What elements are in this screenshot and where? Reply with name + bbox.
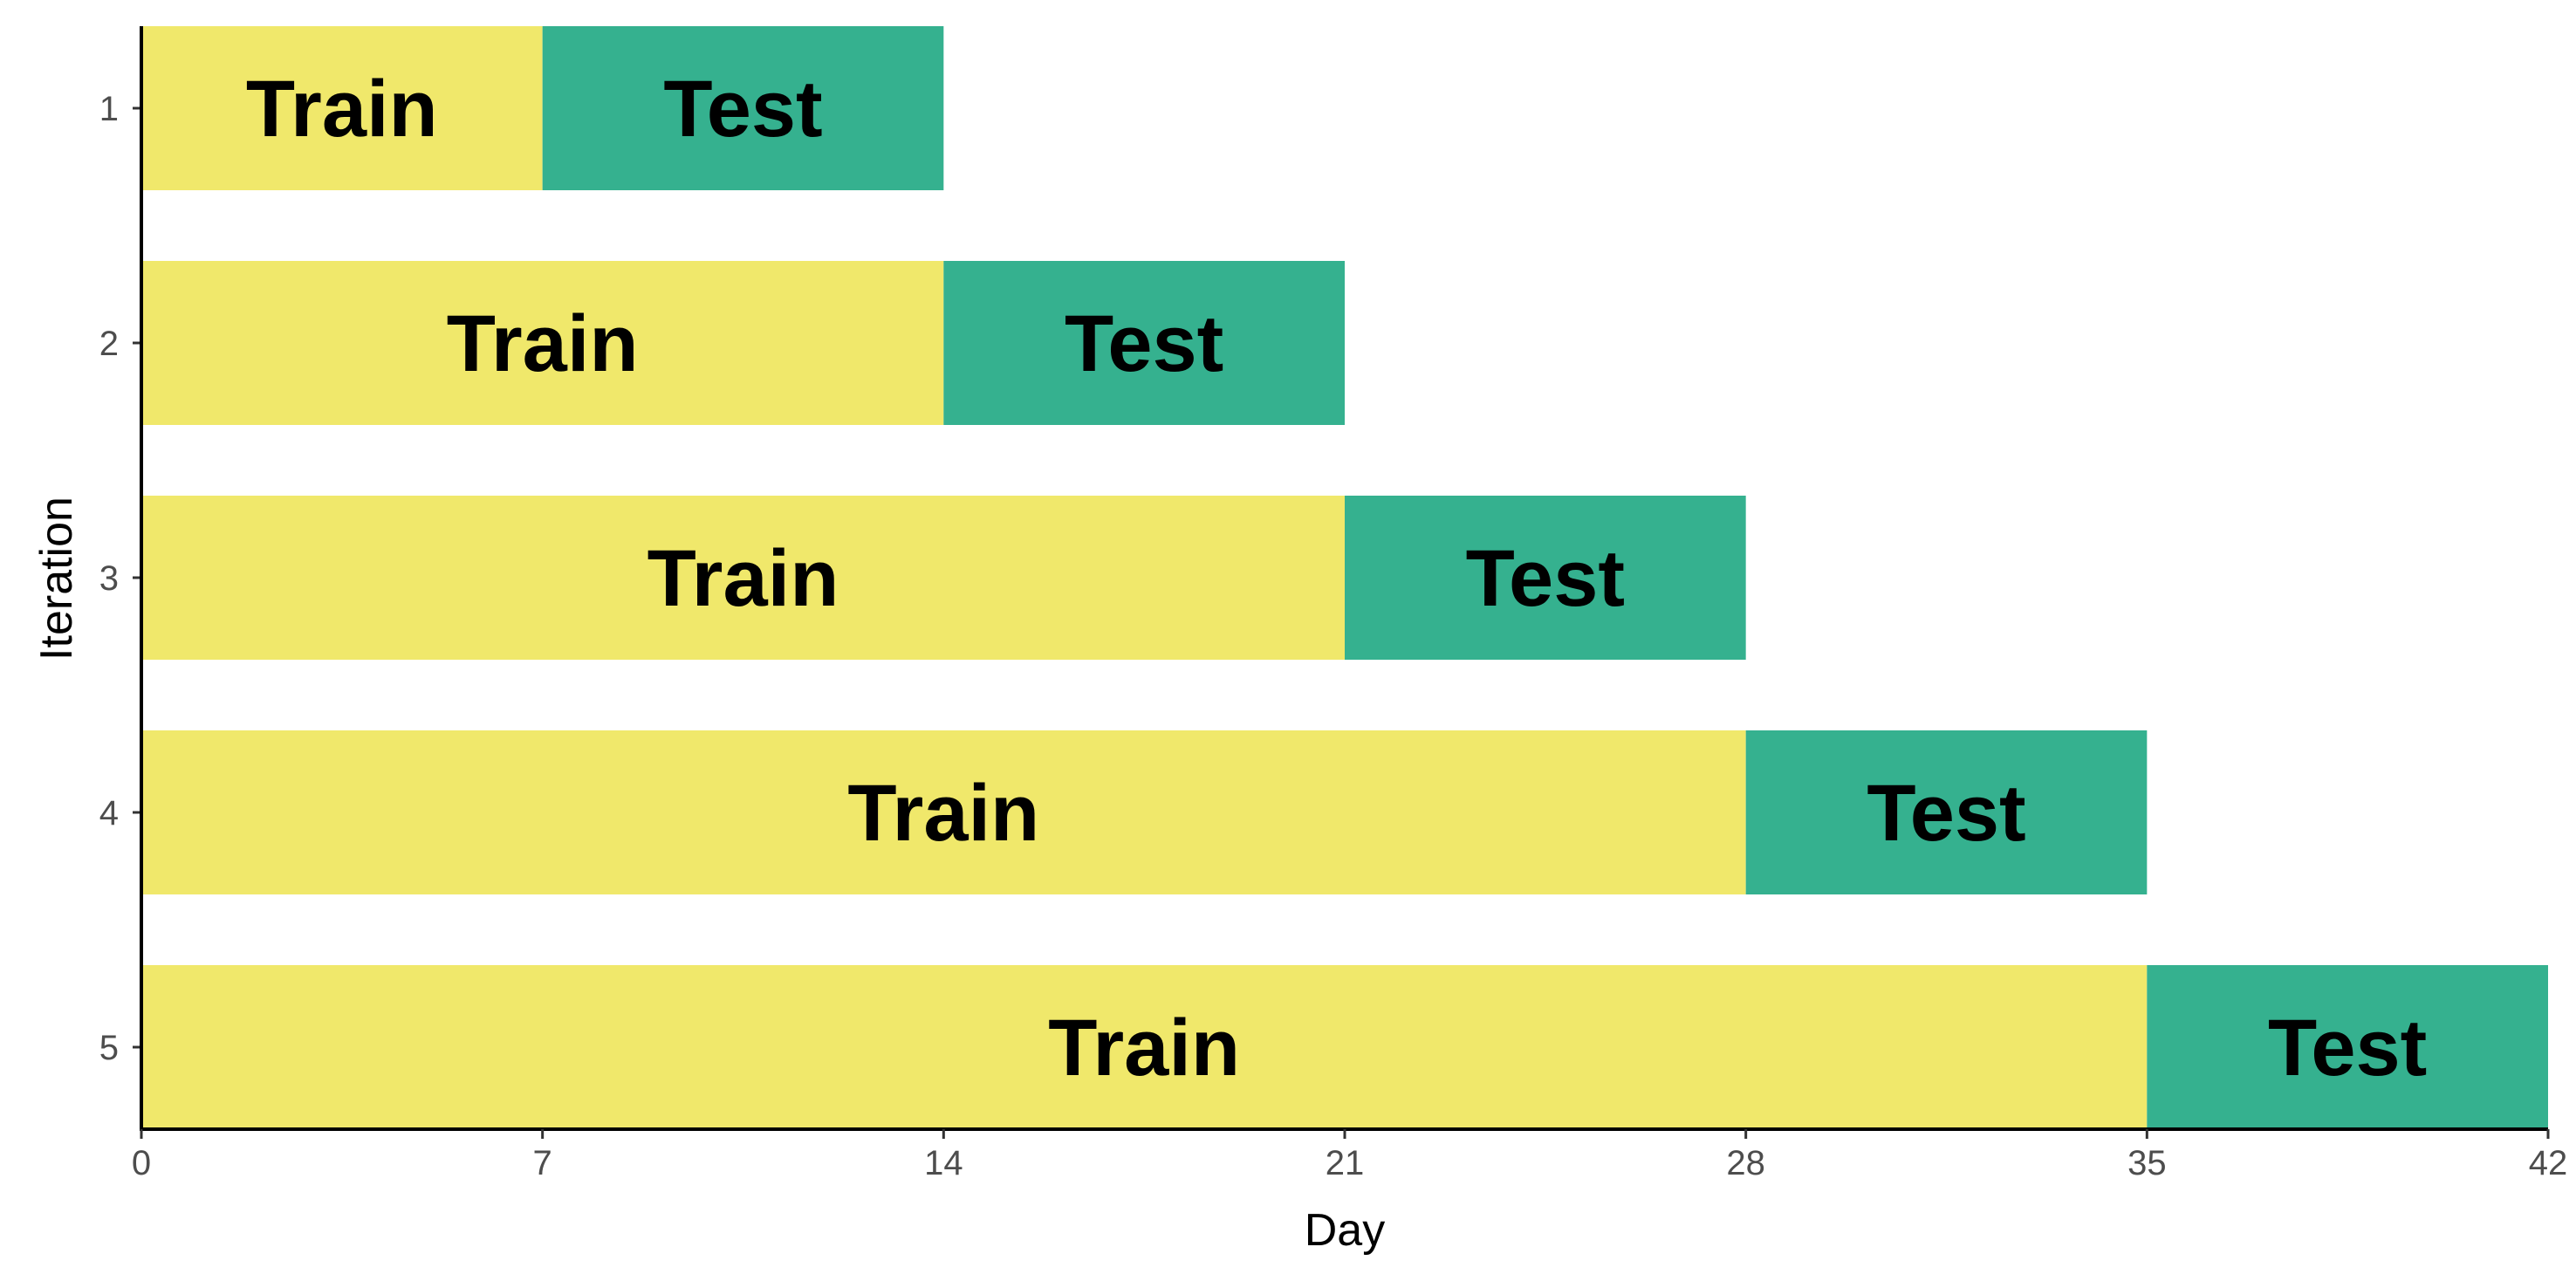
x-tick-label-7: 7 <box>533 1144 552 1182</box>
x-tick-label-35: 35 <box>2127 1144 2167 1182</box>
bar-label-train-iteration-5: Train <box>1048 1004 1240 1093</box>
y-tick-label-1: 1 <box>99 90 119 128</box>
bar-test-iteration-1 <box>542 26 944 190</box>
bar-train-iteration-2 <box>141 261 944 425</box>
bar-label-layer: Train Test Train Test Train Test Train Test Trai… <box>246 65 2427 1093</box>
bar-label-test-iteration-3: Test <box>1466 534 1625 623</box>
bar-label-test-iteration-1: Test <box>663 65 822 154</box>
bar-label-test-iteration-4: Test <box>1867 769 2025 858</box>
y-tick-label-4: 4 <box>99 794 119 832</box>
bar-test-iteration-5 <box>2147 965 2548 1129</box>
bar-label-train-iteration-3: Train <box>647 534 839 623</box>
bar-train-iteration-4 <box>141 730 1746 894</box>
x-tick-label-14: 14 <box>924 1144 963 1182</box>
bar-label-train-iteration-4: Train <box>847 769 1039 858</box>
bar-label-test-iteration-2: Test <box>1065 299 1223 388</box>
y-tick-label-5: 5 <box>99 1029 119 1067</box>
bar-label-train-iteration-1: Train <box>246 65 438 154</box>
bar-layer <box>141 26 2548 1129</box>
bar-test-iteration-4 <box>1745 730 2148 894</box>
y-tick-label-2: 2 <box>99 325 119 363</box>
x-axis-title: Day <box>1305 1205 1385 1256</box>
bar-train-iteration-5 <box>141 965 2148 1129</box>
x-tick-label-42: 42 <box>2529 1144 2568 1182</box>
axes-layer: 1 2 3 4 5 0 7 14 21 28 35 42 <box>99 26 2568 1182</box>
bar-train-iteration-3 <box>141 496 1345 660</box>
x-tick-label-28: 28 <box>1726 1144 1765 1182</box>
bar-test-iteration-3 <box>1345 496 1746 660</box>
bar-label-test-iteration-5: Test <box>2268 1004 2427 1093</box>
y-axis-title: Iteration <box>31 497 82 661</box>
bar-test-iteration-2 <box>943 261 1345 425</box>
y-tick-label-3: 3 <box>99 559 119 598</box>
x-tick-label-21: 21 <box>1326 1144 1365 1182</box>
bar-label-train-iteration-2: Train <box>447 299 639 388</box>
x-tick-label-0: 0 <box>132 1144 151 1182</box>
bar-train-iteration-1 <box>141 26 543 190</box>
